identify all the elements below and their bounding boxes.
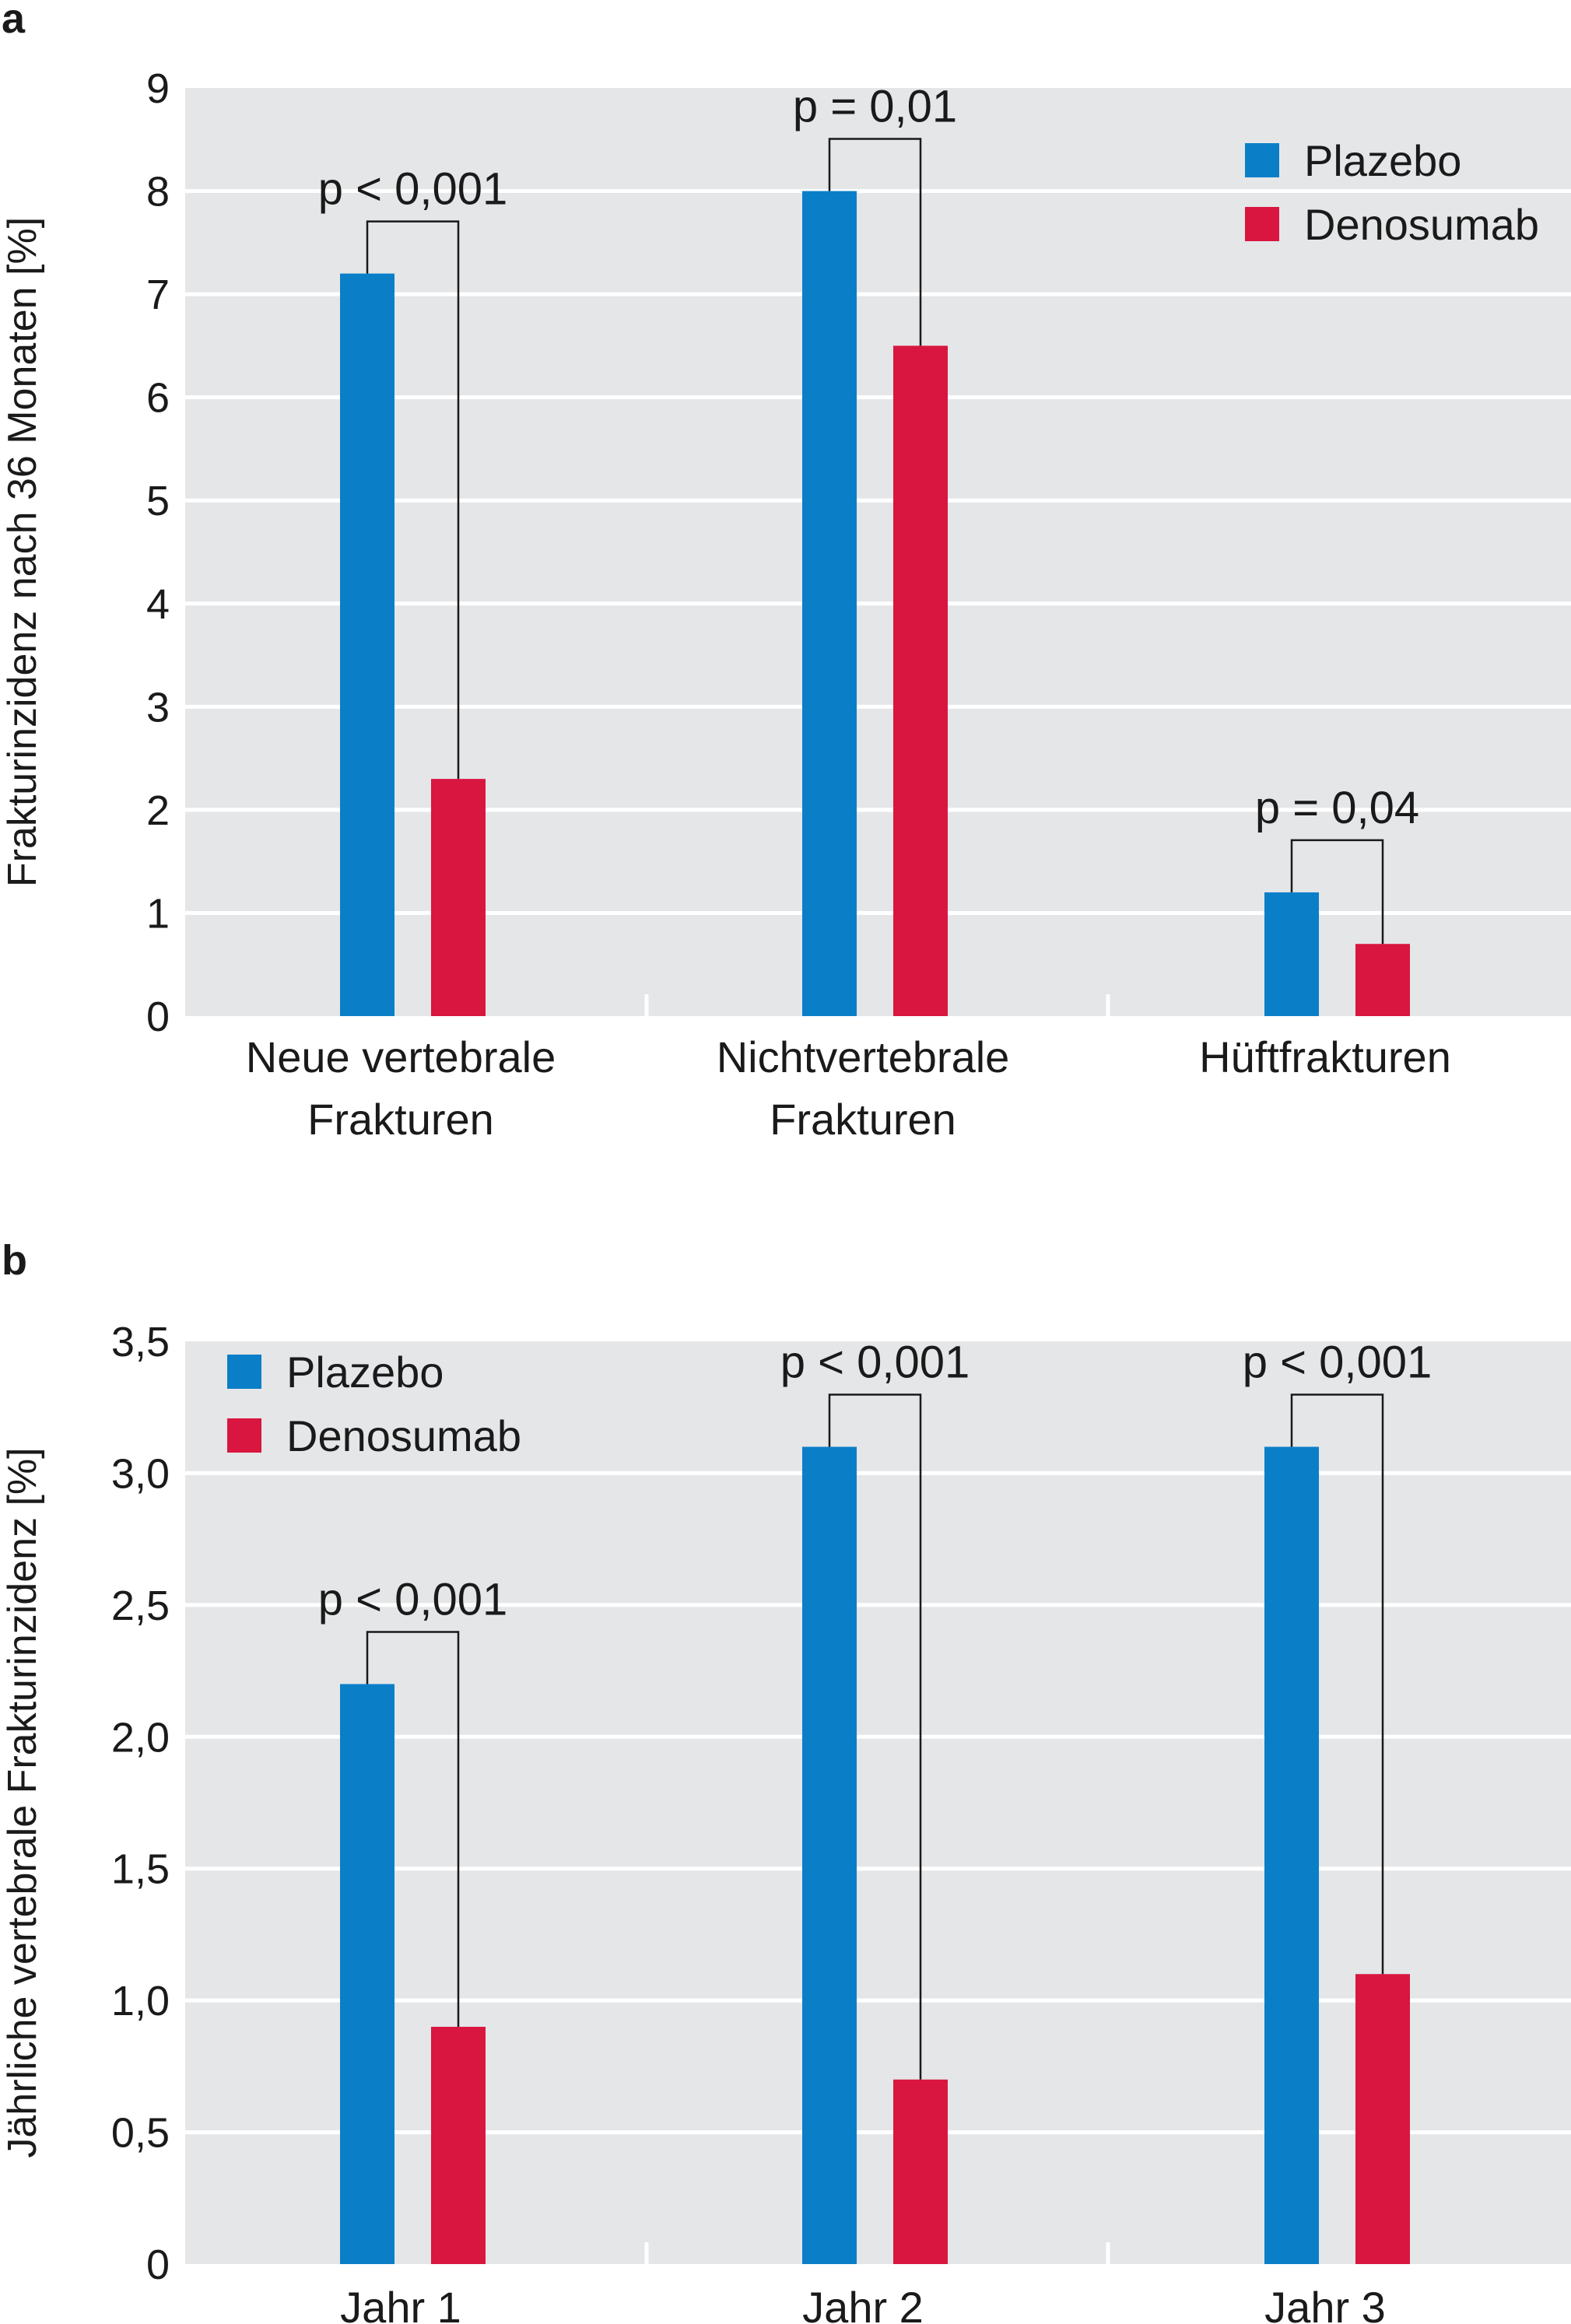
category-label: Jahr 2 — [802, 2283, 924, 2324]
bar-denosumab — [893, 345, 948, 1016]
significance-brackets-b: p < 0,001 p < 0,001 p < 0,001 — [318, 1337, 1432, 2080]
y-tick-label: 0 — [146, 994, 170, 1040]
category-label: Jahr 1 — [340, 2283, 461, 2324]
y-tick-label: 4 — [146, 581, 170, 628]
y-tick-label: 7 — [146, 272, 170, 318]
y-tick-label: 8 — [146, 169, 170, 216]
bar-plazebo — [802, 1446, 857, 2264]
legend-label: Plazebo — [1304, 136, 1461, 185]
y-tick-label: 2,0 — [111, 1714, 170, 1761]
significance-bracket — [1290, 1393, 1384, 1975]
bar-plazebo — [340, 1684, 395, 2264]
p-value-label: p < 0,001 — [780, 1337, 970, 1388]
y-ticks-a: 0 1 2 3 4 5 6 7 8 9 — [146, 65, 170, 1040]
y-tick-label: 1,5 — [111, 1846, 170, 1893]
gridlines-b — [185, 1470, 1571, 2264]
legend-swatch-plazebo — [227, 1355, 261, 1389]
plot-background-a — [185, 88, 1571, 1016]
p-value-label: p < 0,001 — [318, 1575, 508, 1625]
y-axis-label-b: Jährliche vertebrale Frakturinzidenz [%] — [0, 1447, 45, 2157]
bar-denosumab — [1355, 1974, 1410, 2264]
y-tick-label: 2,5 — [111, 1583, 170, 1629]
category-label: Hüftfrakturen — [1199, 1032, 1451, 1081]
y-tick-label: 3,5 — [111, 1319, 170, 1365]
panel-letter-b: b — [2, 1237, 27, 1284]
bar-plazebo — [340, 273, 395, 1017]
legend-a: Plazebo Denosumab — [1245, 136, 1539, 249]
significance-bracket — [828, 1393, 922, 2080]
gridlines-a — [185, 189, 1571, 1016]
significance-bracket — [366, 1631, 460, 2028]
y-tick-label: 2 — [146, 787, 170, 834]
panel-letter-a: a — [2, 0, 26, 42]
legend-label: Denosumab — [1304, 200, 1539, 249]
category-labels-b: Jahr 1 Jahr 2 Jahr 3 — [340, 2283, 1386, 2324]
significance-bracket — [1290, 839, 1384, 945]
y-axis-label-a: Frakturinzidenz nach 36 Monaten [%] — [0, 217, 45, 887]
bar-denosumab — [431, 779, 486, 1016]
legend-swatch-denosumab — [227, 1418, 261, 1453]
legend-label: Denosumab — [286, 1411, 521, 1460]
significance-brackets-a: p < 0,001 p = 0,01 p = 0,04 — [318, 82, 1419, 945]
category-label: Jahr 3 — [1264, 2283, 1386, 2324]
plot-background-b — [185, 1341, 1571, 2264]
y-tick-label: 0,5 — [111, 2110, 170, 2157]
chart-panel-a: a 0 1 2 3 4 5 6 7 8 9 p < 0,001 p = 0,01 p = 0,04 N… — [0, 0, 1571, 1144]
legend-b: Plazebo Denosumab — [227, 1348, 521, 1460]
bar-denosumab — [431, 2027, 486, 2264]
p-value-label: p < 0,001 — [1243, 1337, 1432, 1388]
category-label: Nichtvertebrale Frakturen — [717, 1032, 1010, 1144]
p-value-label: p < 0,001 — [318, 164, 508, 215]
significance-bracket — [366, 220, 460, 780]
significance-bracket — [828, 138, 922, 346]
y-ticks-b: 0 0,5 1,0 1,5 2,0 2,5 3,0 3,5 — [111, 1319, 170, 2288]
y-tick-label: 6 — [146, 375, 170, 422]
bar-denosumab — [1355, 944, 1410, 1016]
legend-swatch-denosumab — [1245, 207, 1279, 241]
category-labels-a: Neue vertebrale Frakturen Nichtvertebrale F… — [246, 1032, 1451, 1144]
y-tick-label: 5 — [146, 478, 170, 524]
p-value-label: p = 0,01 — [793, 82, 957, 132]
y-tick-label: 3,0 — [111, 1450, 170, 1497]
legend-label: Plazebo — [286, 1348, 444, 1397]
bar-plazebo — [1264, 1446, 1319, 2264]
y-tick-label: 9 — [146, 65, 170, 112]
bar-denosumab — [893, 2079, 948, 2264]
y-tick-label: 1 — [146, 890, 170, 937]
y-tick-label: 1,0 — [111, 1978, 170, 2024]
y-tick-label: 0 — [146, 2242, 170, 2288]
legend-swatch-plazebo — [1245, 143, 1279, 177]
category-label: Neue vertebrale Frakturen — [246, 1032, 556, 1144]
p-value-label: p = 0,04 — [1255, 783, 1419, 833]
bar-plazebo — [1264, 892, 1319, 1016]
bars-a — [340, 191, 1410, 1017]
bar-plazebo — [802, 191, 857, 1017]
y-tick-label: 3 — [146, 684, 170, 731]
bars-b — [340, 1446, 1410, 2264]
